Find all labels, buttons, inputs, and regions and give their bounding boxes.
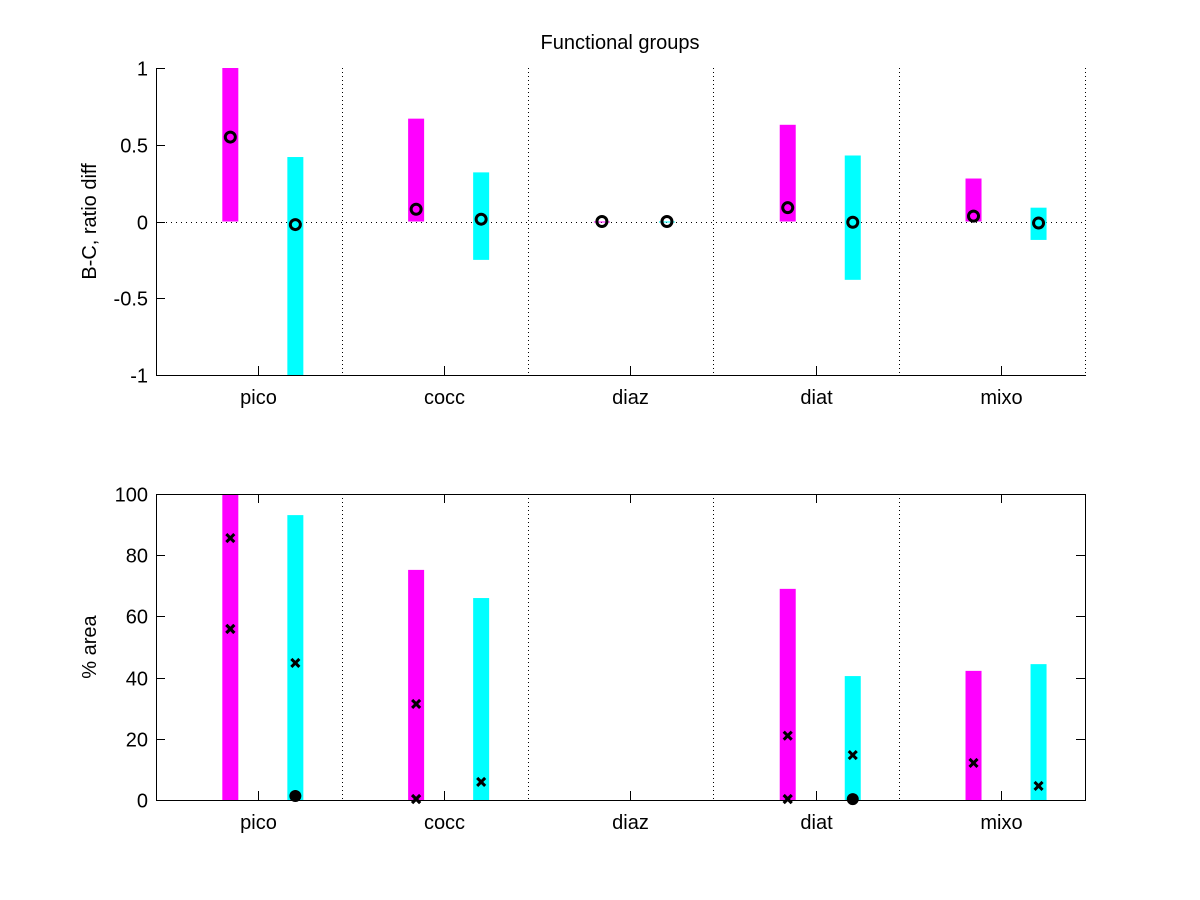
- range-bar-cyan-pico: [287, 157, 304, 375]
- range-bar-cyan-mixo: [1030, 207, 1047, 240]
- x-tick-label-diat: diat: [800, 812, 833, 834]
- y-axis-label: % area: [79, 614, 101, 678]
- marker-x-magenta-cocc: [411, 794, 422, 805]
- marker-dot-cyan-diat: [846, 793, 859, 806]
- marker-x-cyan-cocc: [476, 776, 487, 788]
- y-tick-label: -1: [130, 366, 148, 388]
- range-bar-magenta-mixo: [965, 178, 982, 222]
- y-tick-label: 0.5: [120, 136, 148, 158]
- marker-circle-magenta-diat: [781, 201, 795, 215]
- x-tick-label-pico: pico: [240, 387, 277, 409]
- marker-circle-magenta-cocc: [409, 202, 423, 216]
- range-bar-magenta-cocc: [408, 118, 425, 222]
- y-axis-label: B-C, ratio diff: [79, 163, 101, 280]
- range-bar-cyan-pico: [287, 515, 304, 800]
- x-tick-label-cocc: cocc: [424, 812, 465, 834]
- marker-x-magenta-cocc: [411, 698, 422, 709]
- range-bar-cyan-cocc: [473, 172, 490, 260]
- marker-circle-magenta-pico: [223, 130, 237, 144]
- plot-percent-area: 0 20 40 60 80 100 pico cocc diaz diat mixo % area: [79, 485, 1086, 834]
- range-bar-magenta-mixo: [965, 670, 982, 800]
- y-tick-label: -0.5: [114, 289, 148, 311]
- range-bar-magenta-diat: [779, 588, 796, 800]
- marker-x-cyan-mixo: [1033, 780, 1044, 791]
- x-tick-label-cocc: cocc: [424, 387, 465, 409]
- marker-x-cyan-pico: [290, 657, 301, 668]
- marker-circle-magenta-mixo: [967, 209, 981, 223]
- marker-circle-cyan-diaz: [660, 215, 674, 228]
- range-bar-magenta-pico: [222, 494, 239, 800]
- y-tick-label: 20: [126, 730, 148, 752]
- y-tick-label: 40: [126, 669, 148, 691]
- plot-ratio-diff: -1 -0.5 0 0.5 1 pico cocc diaz diat mixo B-C, rati…: [79, 59, 1086, 409]
- chart-title: Functional groups: [541, 32, 700, 54]
- marker-x-magenta-pico: [225, 623, 236, 635]
- y-tick-label: 1: [137, 59, 148, 81]
- range-bar-magenta-pico: [222, 68, 239, 222]
- marker-circle-cyan-diat: [846, 215, 860, 229]
- range-bar-cyan-diat: [844, 676, 861, 800]
- marker-x-magenta-diat: [782, 730, 793, 741]
- range-bar-magenta-cocc: [408, 569, 425, 800]
- marker-circle-magenta-diaz: [595, 215, 609, 228]
- y-tick-label: 60: [126, 607, 148, 629]
- x-tick-label-diaz: diaz: [612, 387, 649, 409]
- y-tick-label: 0: [137, 213, 148, 235]
- range-bar-magenta-diat: [779, 124, 796, 222]
- marker-circle-cyan-mixo: [1032, 216, 1046, 230]
- marker-dot-cyan-pico: [289, 790, 302, 803]
- range-bar-cyan-diaz: [658, 221, 675, 223]
- marker-circle-cyan-cocc: [474, 212, 488, 226]
- x-tick-label-diaz: diaz: [612, 812, 649, 834]
- x-tick-label-diat: diat: [800, 387, 833, 409]
- range-bar-magenta-diaz: [593, 221, 610, 223]
- y-tick-label: 80: [126, 546, 148, 568]
- x-tick-label-mixo: mixo: [980, 387, 1022, 409]
- marker-x-magenta-diat: [782, 794, 793, 805]
- x-tick-label-mixo: mixo: [980, 812, 1022, 834]
- y-tick-label: 0: [137, 791, 148, 813]
- marker-x-magenta-mixo: [968, 757, 979, 769]
- range-bar-cyan-cocc: [473, 598, 490, 800]
- marker-x-cyan-diat: [847, 749, 858, 761]
- marker-circle-cyan-pico: [288, 218, 302, 232]
- y-tick-label: 100: [115, 485, 148, 507]
- x-tick-label-pico: pico: [240, 812, 277, 834]
- marker-x-magenta-pico: [225, 533, 236, 544]
- range-bar-cyan-mixo: [1030, 664, 1047, 800]
